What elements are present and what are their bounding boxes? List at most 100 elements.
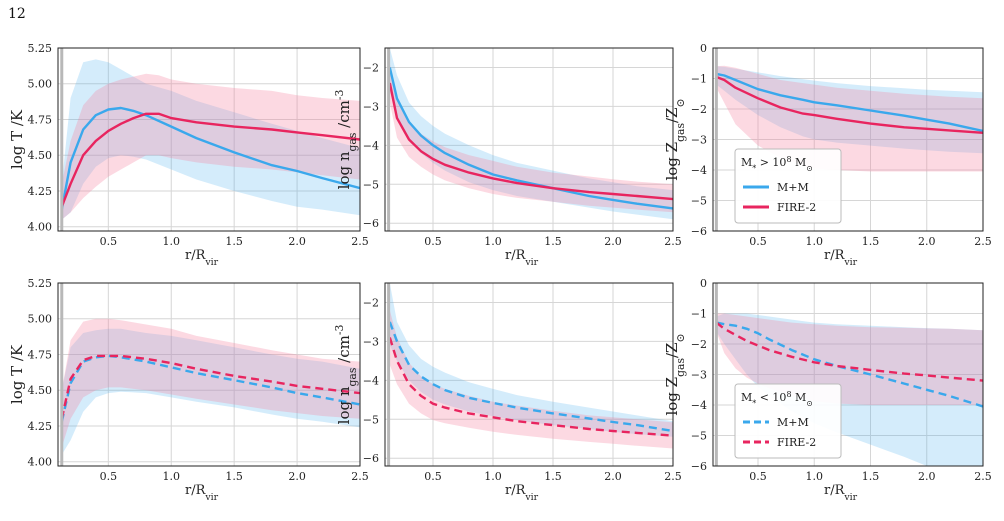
axes-frame xyxy=(57,47,361,232)
median-line-mm xyxy=(60,354,360,422)
plot-area xyxy=(60,59,360,220)
y-tick-label: −6 xyxy=(363,217,379,230)
panel-zgas-high: −6 −5 −4 −3 −2 −1 0 0.5 1.0 1.5 2.0 2.5 r/Rvir log Zg… xyxy=(663,42,992,268)
y-tick-label: 5.00 xyxy=(28,78,53,91)
y-tick-label: −3 xyxy=(691,369,707,382)
x-tick-label: 2.5 xyxy=(664,235,682,248)
median-line-fire xyxy=(715,321,983,382)
y-tick-label: −4 xyxy=(691,399,707,412)
y-tick-label: 4.25 xyxy=(28,420,53,433)
y-tick-label: −4 xyxy=(363,374,379,387)
y-tick-label: −1 xyxy=(691,73,707,86)
scatter-band-fire xyxy=(61,318,360,448)
page-number: 12 xyxy=(8,6,26,22)
x-tick-label: 1.5 xyxy=(544,470,562,483)
y-tick-label: −3 xyxy=(363,335,379,348)
y-tick-label: −5 xyxy=(691,430,707,443)
y-tick-label: −6 xyxy=(363,452,379,465)
y-tick-label: −6 xyxy=(691,225,707,238)
legend-label-fire: FIRE-2 xyxy=(777,436,816,449)
x-tick-label: 2.5 xyxy=(351,470,369,483)
legend-label-mm: M+M xyxy=(777,416,809,429)
x-tick-label: 1.5 xyxy=(225,470,243,483)
x-tick-label: 1.0 xyxy=(806,235,824,248)
x-tick-label: 2.0 xyxy=(288,235,306,248)
plot-area xyxy=(60,318,360,455)
y-tick-label: −3 xyxy=(363,100,379,113)
x-tick-label: 0.5 xyxy=(749,235,767,248)
axes-frame xyxy=(712,282,984,467)
x-tick-label: 1.0 xyxy=(163,235,181,248)
y-tick-label: −6 xyxy=(691,460,707,473)
axes-frame xyxy=(712,47,984,232)
y-tick-label: 4.50 xyxy=(28,149,53,162)
scatter-band-mm xyxy=(389,283,673,437)
median-line-mm xyxy=(716,72,983,133)
y-tick-label: −2 xyxy=(363,296,379,309)
y-axis-label: log Zgas/Z⊙ xyxy=(663,333,687,415)
y-tick-label: 4.75 xyxy=(28,113,53,126)
plot-area xyxy=(388,283,673,449)
plot-area xyxy=(715,65,983,172)
legend-label-fire: FIRE-2 xyxy=(777,201,816,214)
scatter-band-mm xyxy=(716,66,983,154)
axes-frame xyxy=(384,282,674,467)
y-axis-label: log Zgas/Z⊙ xyxy=(663,98,687,180)
median-line-mm xyxy=(60,106,360,210)
scatter-band-mm xyxy=(61,59,360,220)
x-axis-label: r/Rvir xyxy=(185,248,219,268)
y-tick-label: −2 xyxy=(691,103,707,116)
y-tick-label: 4.25 xyxy=(28,185,53,198)
median-line-mm xyxy=(388,67,673,210)
median-line-fire xyxy=(60,112,360,208)
x-tick-label: 2.5 xyxy=(664,470,682,483)
median-line-fire xyxy=(60,354,360,420)
median-line-mm xyxy=(716,321,983,408)
scatter-band-mm xyxy=(716,313,983,466)
y-tick-label: 0 xyxy=(700,42,707,55)
scatter-band-fire xyxy=(716,65,983,172)
y-axis-label: log T /K xyxy=(8,109,26,169)
legend: M* > 108 M⊙ M+M FIRE-2 xyxy=(734,148,842,224)
x-axis-label: r/Rvir xyxy=(824,248,858,268)
median-line-fire xyxy=(388,82,673,201)
y-tick-label: 0 xyxy=(700,277,707,290)
x-tick-label: 1.0 xyxy=(484,235,502,248)
x-tick-label: 0.5 xyxy=(424,470,442,483)
x-tick-label: 0.5 xyxy=(749,470,767,483)
x-tick-label: 2.0 xyxy=(918,235,936,248)
scatter-band-fire xyxy=(61,73,360,220)
x-tick-label: 2.0 xyxy=(918,470,936,483)
y-tick-label: −3 xyxy=(691,134,707,147)
y-tick-label: −5 xyxy=(363,413,379,426)
x-tick-label: 0.5 xyxy=(100,470,118,483)
legend-box xyxy=(734,383,842,459)
y-tick-label: 5.25 xyxy=(28,42,53,55)
legend-label-mm: M+M xyxy=(777,181,809,194)
axes-frame xyxy=(57,282,361,467)
median-line-fire xyxy=(715,75,983,134)
axes-frame xyxy=(384,47,674,232)
legend-box xyxy=(734,148,842,224)
y-tick-label: 4.75 xyxy=(28,348,53,361)
scatter-band-fire xyxy=(716,313,983,405)
x-tick-label: 2.5 xyxy=(974,470,992,483)
x-tick-label: 2.0 xyxy=(604,235,622,248)
median-line-fire xyxy=(388,337,673,437)
y-tick-label: −4 xyxy=(363,139,379,152)
x-tick-label: 1.5 xyxy=(225,235,243,248)
y-tick-label: 4.00 xyxy=(28,221,53,234)
y-tick-label: −2 xyxy=(691,338,707,351)
y-axis-label: log ngas /cm-3 xyxy=(333,325,359,425)
y-tick-label: −2 xyxy=(363,61,379,74)
x-tick-label: 2.0 xyxy=(288,470,306,483)
x-tick-label: 2.5 xyxy=(974,235,992,248)
x-axis-label: r/Rvir xyxy=(824,483,858,503)
plot-area xyxy=(388,48,673,220)
y-tick-label: −5 xyxy=(363,178,379,191)
scatter-band-fire xyxy=(389,310,673,449)
y-tick-label: 5.00 xyxy=(28,313,53,326)
legend: M* < 108 M⊙ M+M FIRE-2 xyxy=(734,383,842,459)
panel-zgas-low: −6 −5 −4 −3 −2 −1 0 0.5 1.0 1.5 2.0 2.5 r/Rvir log Zg… xyxy=(663,277,992,503)
